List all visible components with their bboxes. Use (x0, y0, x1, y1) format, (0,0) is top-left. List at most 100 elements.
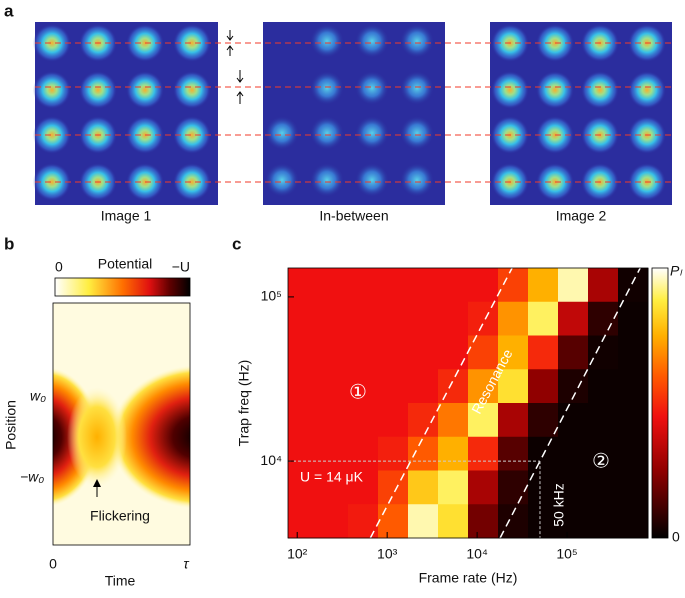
atom-spot (581, 71, 619, 109)
atom-spot (310, 163, 344, 197)
heat-cell (528, 335, 559, 370)
heat-cell (348, 268, 379, 303)
arrow-head (236, 91, 244, 97)
caption: Image 2 (556, 208, 607, 224)
colorbar-label: Pₗ (670, 263, 683, 279)
heat-cell (528, 301, 559, 336)
heat-cell (348, 470, 379, 505)
x-tick-label: 10⁴ (466, 546, 488, 562)
heat-cell (318, 504, 349, 539)
heat-cell (558, 470, 589, 505)
potential-map (53, 303, 190, 545)
heat-cell (438, 335, 469, 370)
colorbar-tick-label: 0 (672, 529, 680, 545)
heat-cell (378, 403, 409, 438)
heat-cell (318, 301, 349, 336)
atom-spot (355, 24, 389, 58)
arrow-head (226, 45, 234, 51)
x-tick-label: 0 (49, 556, 57, 572)
atom-spot (173, 24, 211, 62)
heat-cell (588, 470, 619, 505)
heat-cell (318, 268, 349, 303)
heat-cell (318, 369, 349, 404)
heat-cell (408, 301, 439, 336)
heat-cell (378, 504, 409, 539)
heat-cell (348, 436, 379, 471)
heat-cell (558, 504, 589, 539)
heat-cell (618, 369, 649, 404)
heat-cell (288, 369, 319, 404)
heat-cell (408, 504, 439, 539)
heat-cell (438, 403, 469, 438)
heat-cell (588, 335, 619, 370)
atom-spot (265, 116, 299, 150)
heat-cell (468, 470, 499, 505)
atom-spot (310, 24, 344, 58)
heat-cell (378, 301, 409, 336)
atom-spot (173, 116, 211, 154)
heat-cell (318, 335, 349, 370)
boundary-line (369, 267, 513, 539)
heat-cell (498, 403, 529, 438)
atom-spot (355, 71, 389, 105)
panel-label: b (4, 234, 14, 253)
x-tick-label: 10³ (377, 546, 398, 562)
atom-spot (173, 71, 211, 109)
heat-cell (468, 436, 499, 471)
heat-cell (558, 301, 589, 336)
frame (287, 267, 649, 539)
heat-cell (618, 504, 649, 539)
atom-spot (400, 116, 434, 150)
atom-spot (33, 71, 71, 109)
caption: Image 1 (101, 208, 152, 224)
atom-spot (536, 71, 574, 109)
frame (52, 302, 191, 546)
atom-spot (355, 116, 389, 150)
colorbar-min: 0 (55, 259, 63, 275)
heat-cell (348, 301, 379, 336)
arrow-head (93, 479, 101, 487)
heat-cell (618, 335, 649, 370)
heat-cell (288, 436, 319, 471)
heat-cell (408, 436, 439, 471)
heat-cell (348, 403, 379, 438)
x-label: Frame rate (Hz) (419, 570, 518, 586)
annotation: ② (592, 450, 610, 472)
heat-cell (558, 436, 589, 471)
x-tick-label: 10⁵ (556, 546, 577, 562)
heat-cell (438, 504, 469, 539)
panel-c: 10² 10³ 10⁴ 10⁵ 10⁴ 10⁵ Frame rate (Hz) Trap fr… (232, 234, 683, 585)
heat-cell (558, 268, 589, 303)
heat-cell (468, 504, 499, 539)
colorbar (54, 277, 191, 297)
caption: In-between (319, 208, 388, 224)
panel-a: a Image 1 In-between Image 2 (4, 1, 672, 224)
panel-label: a (4, 1, 14, 20)
heat-cell (498, 335, 529, 370)
annotation: ① (349, 381, 367, 403)
heat-cell (378, 335, 409, 370)
y-tick-label: −w₀ (20, 469, 44, 485)
heat-cell (558, 335, 589, 370)
heat-cell (408, 403, 439, 438)
heat-cell (528, 470, 559, 505)
heat-cell (288, 470, 319, 505)
y-label: Trap freq (Hz) (236, 360, 252, 447)
panel-label: c (232, 234, 241, 253)
atom-spot (173, 163, 211, 201)
heat-cell (588, 369, 619, 404)
colorbar-max: −U (172, 259, 190, 275)
well (110, 365, 190, 509)
y-tick-label: w₀ (30, 388, 46, 404)
heat-cell (408, 470, 439, 505)
heat-cell (438, 301, 469, 336)
heat-cell (498, 470, 529, 505)
heat-cell (498, 369, 529, 404)
heat-cell (348, 504, 379, 539)
heat-cell (408, 369, 439, 404)
heat-cell (468, 403, 499, 438)
heat-cell (588, 301, 619, 336)
heat-cell (348, 335, 379, 370)
annotation: 50 kHz (551, 483, 567, 527)
atom-spot (310, 116, 344, 150)
